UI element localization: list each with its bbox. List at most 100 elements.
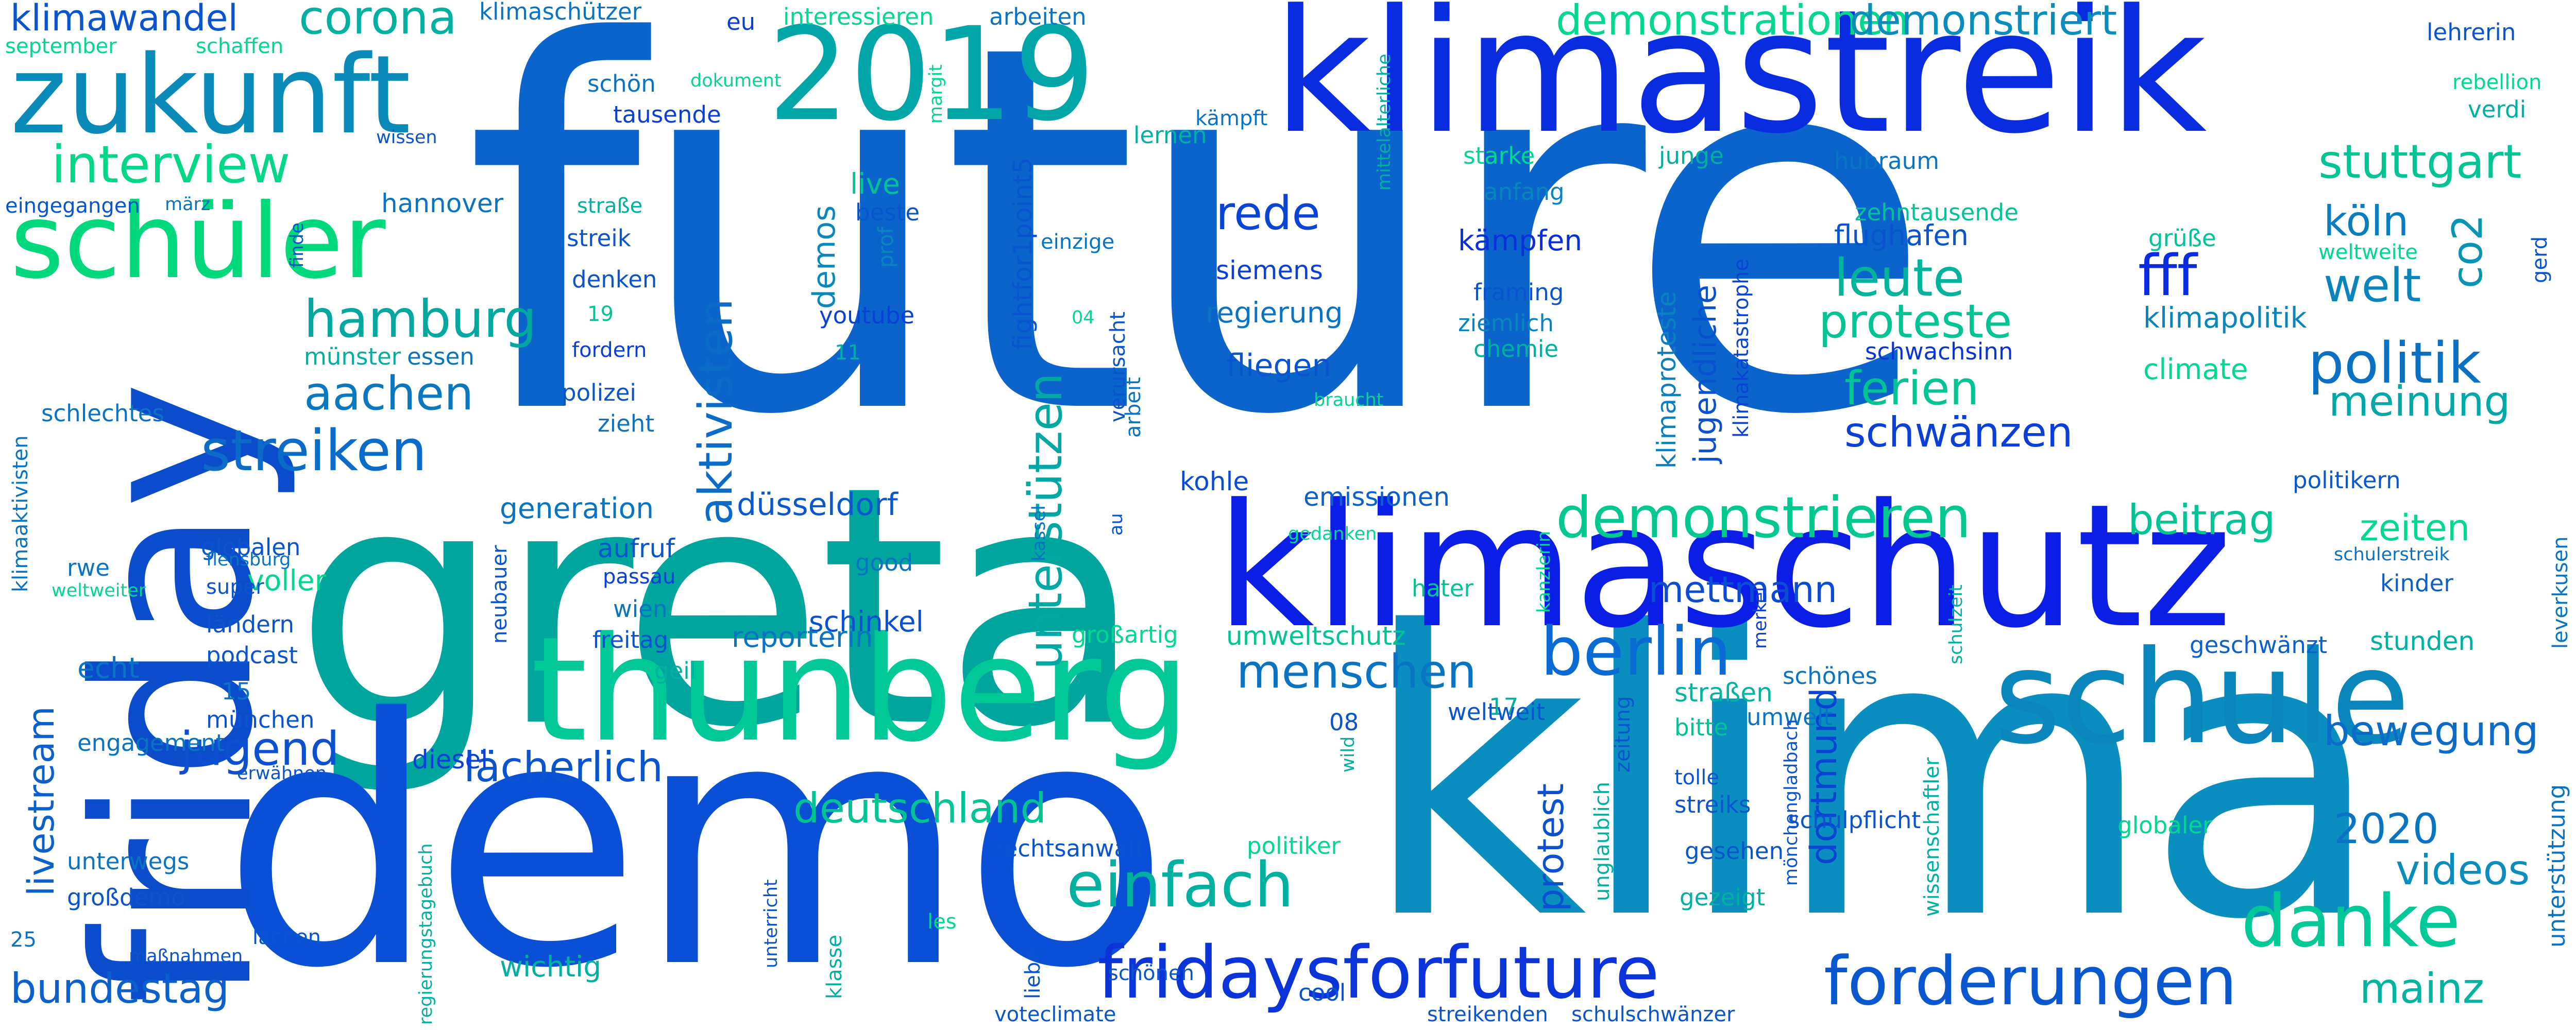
word-videos: videos — [2396, 846, 2530, 894]
word-rwe: rwe — [67, 554, 110, 581]
word-beste: beste — [855, 199, 920, 226]
word-wissenschaftler: wissenschaftler — [1920, 757, 1944, 917]
word-laecherlich: lächerlich — [464, 743, 664, 791]
word-unglaublich: unglaublich — [1590, 781, 1614, 901]
word-mettmann: mettmann — [1649, 569, 1837, 611]
word-good: good — [855, 549, 913, 576]
word-globalen: globalen — [201, 534, 301, 561]
word-lachen: lachen — [252, 925, 321, 949]
word-2020: 2020 — [2334, 805, 2439, 853]
word-reporterin: reporterin — [732, 621, 873, 654]
word-11: 11 — [835, 341, 861, 365]
word-schulschwaenzer: schulschwänzer — [1571, 1003, 1735, 1026]
word-flensburg: flensburg — [206, 550, 291, 570]
word-globaler: globaler — [2117, 812, 2212, 839]
word-gruesse: grüße — [2148, 225, 2216, 252]
word-voteclimate: voteclimate — [994, 1003, 1116, 1026]
word-maerz: märz — [165, 194, 211, 215]
word-podcast: podcast — [206, 642, 298, 669]
word-youtube: youtube — [819, 302, 915, 329]
word-schlechtes: schlechtes — [41, 400, 164, 427]
word-finde: finde — [287, 222, 308, 268]
word-bewegung: bewegung — [2324, 707, 2539, 755]
word-aktivisten: aktivisten — [689, 298, 743, 525]
word-unterstuetzung: unterstützung — [2543, 784, 2570, 948]
word-live: live — [850, 167, 900, 200]
word-arbeit: arbeit — [1122, 377, 1145, 438]
word-hannover: hannover — [381, 188, 504, 218]
word-kinder: kinder — [2380, 570, 2453, 597]
word-co2: co2 — [2444, 214, 2492, 288]
word-interessieren: interessieren — [783, 3, 934, 30]
word-wissen: wissen — [376, 127, 437, 148]
word-geil: geil — [654, 657, 697, 684]
word-wien: wien — [613, 595, 668, 623]
word-ziemlich: ziemlich — [1458, 310, 1554, 337]
word-polizei: polizei — [562, 379, 636, 406]
word-zukunft: zukunft — [10, 32, 411, 158]
word-leute: leute — [1834, 248, 1965, 308]
word-schoenen: schönen — [1108, 962, 1194, 985]
word-proteste: proteste — [1819, 295, 2012, 349]
word-geschwaenzt: geschwänzt — [2190, 631, 2328, 659]
word-danke: danke — [2241, 880, 2461, 964]
word-zeiten: zeiten — [2360, 507, 2470, 549]
word-klimaschuetzer: klimaschützer — [479, 0, 642, 25]
word-bitte: bitte — [1674, 714, 1728, 741]
word-strassen: straßen — [1674, 678, 1773, 708]
word-berlin: berlin — [1540, 612, 1732, 691]
word-koeln: köln — [2324, 197, 2409, 245]
word-welt: welt — [2324, 259, 2421, 313]
word-corona: corona — [299, 0, 457, 45]
word-aufruf: aufruf — [598, 534, 675, 563]
word-anfang: anfang — [1484, 178, 1565, 205]
word-tausende: tausende — [613, 101, 721, 128]
word-bundestag: bundestag — [10, 965, 230, 1012]
word-strasse: straße — [577, 194, 643, 218]
word-dokument: dokument — [690, 71, 782, 91]
word-kanzlerin: kanzlerin — [1534, 530, 1554, 613]
word-15: 15 — [222, 678, 251, 705]
word-17: 17 — [1489, 693, 1519, 720]
word-aachen: aachen — [304, 367, 474, 421]
word-cool: cool — [1298, 979, 1346, 1006]
word-verdi: verdi — [2468, 96, 2527, 123]
word-les: les — [927, 910, 957, 934]
word-kaempfen: kämpfen — [1458, 224, 1583, 257]
word-schule: schule — [1994, 623, 2410, 772]
word-passau: passau — [603, 565, 676, 589]
word-diesel: diesel — [412, 745, 488, 775]
word-deutschland: deutschland — [793, 784, 1047, 832]
word-unterricht: unterricht — [761, 879, 782, 968]
word-fordern: fordern — [572, 338, 647, 362]
word-hater: hater — [1412, 575, 1473, 602]
word-streik: streik — [567, 225, 631, 252]
word-beitrag: beitrag — [2128, 496, 2276, 544]
word-mittelalterliche: mittelalterliche — [1374, 54, 1395, 191]
word-regierungstagebuch: regierungstagebuch — [416, 843, 436, 1025]
word-forderungen: forderungen — [1824, 942, 2238, 1020]
word-hamburg: hamburg — [304, 289, 537, 349]
word-hubraum: hubraum — [1834, 147, 1940, 175]
word-schulerstreik: schulerstreik — [2334, 544, 2450, 565]
word-livestream: livestream — [20, 706, 62, 896]
word-klimaproteste: klimaproteste — [1652, 291, 1682, 469]
word-schulzeit: schulzeit — [1946, 585, 1967, 664]
word-25: 25 — [10, 928, 37, 952]
word-weltweite: weltweite — [2318, 241, 2418, 264]
word-schoenes: schönes — [1783, 662, 1877, 690]
word-interview: interview — [52, 134, 291, 195]
word-klimakatastrophe: klimakatastrophe — [1730, 259, 1753, 438]
word-fridaysforfuture: fridaysforfuture — [1097, 931, 1659, 1015]
word-muenster: münster — [304, 343, 401, 370]
word-climate: climate — [2143, 353, 2248, 386]
word-thunberg: thunberg — [531, 606, 1191, 774]
word-freitag: freitag — [592, 626, 669, 654]
word-future: future — [464, 0, 1935, 525]
word-september: september — [5, 35, 117, 58]
word-emissionen: emissionen — [1303, 482, 1450, 512]
word-19: 19 — [587, 302, 614, 326]
word-neubauer: neubauer — [488, 545, 512, 644]
word-arbeiten: arbeiten — [989, 3, 1087, 30]
